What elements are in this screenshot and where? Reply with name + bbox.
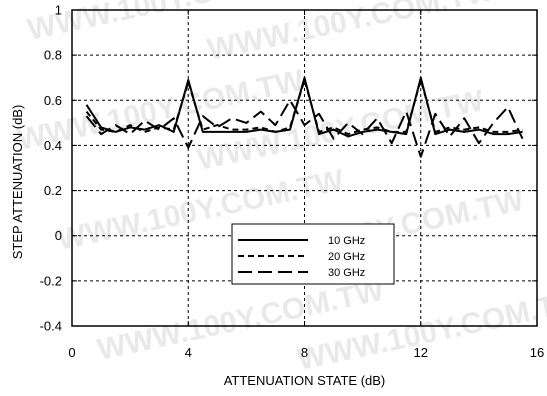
y-tick-label: 0 xyxy=(55,228,62,243)
series-line-20-ghz xyxy=(85,79,523,136)
legend: 10 GHz 20 GHz 30 GHz xyxy=(231,223,395,285)
series-line-10-ghz xyxy=(85,76,523,138)
watermark-layer: WWW.100Y.COM.TWWWW.100Y.COM.TWWWW.100Y.C… xyxy=(15,0,547,377)
legend-label: 10 GHz xyxy=(328,235,365,247)
series-line-30-ghz xyxy=(85,99,524,158)
x-tick-label: 4 xyxy=(185,345,192,360)
y-tick-label: 0.6 xyxy=(44,93,62,108)
legend-box xyxy=(231,223,395,285)
tick-layer: 0 4 8 12 16 -0.4 -0.2 0 0.2 0.4 0.6 0.8 1 xyxy=(40,3,545,361)
x-tick-label: 0 xyxy=(68,345,75,360)
y-tick-label: 0.2 xyxy=(44,183,62,198)
x-tick-label: 16 xyxy=(530,345,544,360)
grid-layer xyxy=(72,10,537,326)
series-layer xyxy=(85,76,524,158)
x-axis-label: ATTENUATION STATE (dB) xyxy=(224,373,386,388)
y-tick-label: -0.4 xyxy=(40,319,62,334)
x-tick-label: 8 xyxy=(301,345,308,360)
y-tick-label: 1 xyxy=(55,3,62,18)
y-tick-label: 0.4 xyxy=(44,138,62,153)
y-axis-label: STEP ATTENUATION (dB) xyxy=(10,105,25,260)
legend-label: 30 GHz xyxy=(328,267,365,279)
legend-label: 20 GHz xyxy=(328,251,365,263)
y-tick-label: -0.2 xyxy=(40,273,62,288)
legend-items: 10 GHz 20 GHz 30 GHz xyxy=(238,235,365,279)
x-tick-label: 12 xyxy=(414,345,428,360)
y-tick-label: 0.8 xyxy=(44,48,62,63)
